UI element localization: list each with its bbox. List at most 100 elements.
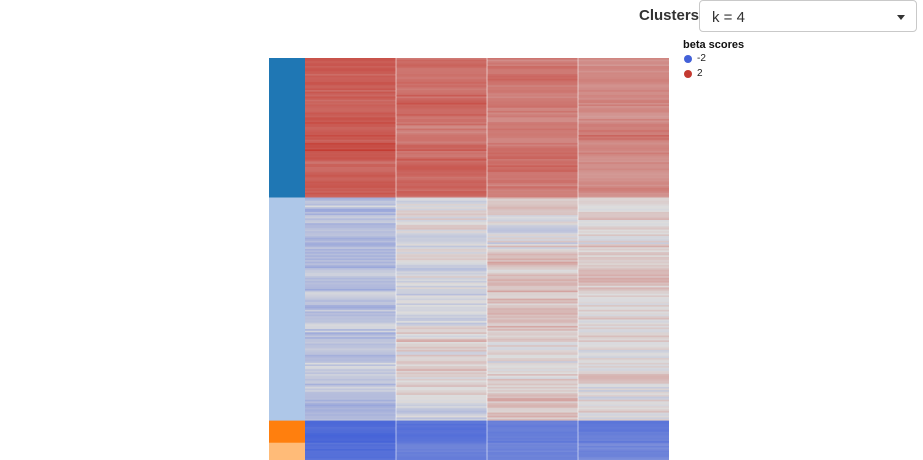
heatmap-cell xyxy=(487,399,578,402)
heatmap-cell xyxy=(487,199,578,202)
heatmap-cell xyxy=(487,385,578,388)
heatmap-cell xyxy=(396,191,487,194)
heatmap-cell xyxy=(305,375,396,378)
heatmap-cell xyxy=(305,393,396,396)
heatmap-cell xyxy=(396,359,487,362)
heatmap-cell xyxy=(578,268,669,271)
heatmap-cell xyxy=(305,303,396,306)
heatmap-cell xyxy=(305,329,396,332)
heatmap-cell xyxy=(578,186,669,189)
heatmap-cell xyxy=(305,90,396,93)
heatmap-cell xyxy=(487,453,578,456)
heatmap-cell xyxy=(305,85,396,88)
heatmap-cell xyxy=(487,232,578,235)
heatmap-cell xyxy=(396,210,487,213)
heatmap-cell xyxy=(578,282,669,285)
cluster-count-select[interactable]: k = 4 xyxy=(699,0,917,32)
heatmap-cell xyxy=(578,162,669,165)
heatmap-cell xyxy=(487,349,578,352)
heatmap-cell xyxy=(396,335,487,338)
heatmap-cell xyxy=(396,70,487,73)
heatmap-cell xyxy=(578,216,669,219)
heatmap-cell xyxy=(305,437,396,440)
heatmap-cluster-4-column-3 xyxy=(487,442,578,460)
heatmap-cell xyxy=(305,195,396,198)
heatmap-cell xyxy=(578,90,669,93)
heatmap-cell xyxy=(487,327,578,330)
heatmap-cell xyxy=(487,171,578,174)
heatmap-cell xyxy=(487,236,578,239)
heatmap-cell xyxy=(396,423,487,426)
heatmap-cell xyxy=(578,239,669,242)
heatmap-cell xyxy=(578,378,669,381)
heatmap-cell xyxy=(487,372,578,375)
heatmap-cell xyxy=(396,314,487,317)
heatmap-cell xyxy=(305,308,396,311)
heatmap-cell xyxy=(305,170,396,173)
heatmap-cell xyxy=(305,136,396,139)
heatmap-cell xyxy=(578,131,669,134)
heatmap-cell xyxy=(487,112,578,115)
heatmap-cell xyxy=(305,261,396,264)
heatmap-cell xyxy=(578,141,669,144)
heatmap-cell xyxy=(578,115,669,118)
heatmap-cell xyxy=(487,276,578,279)
heatmap-cell xyxy=(305,191,396,194)
heatmap-cell xyxy=(396,272,487,275)
heatmap-cell xyxy=(305,149,396,152)
heatmap-cell xyxy=(578,455,669,458)
heatmap-cell xyxy=(487,154,578,157)
heatmap-cell xyxy=(305,178,396,181)
heatmap-cell xyxy=(305,88,396,91)
heatmap-cell xyxy=(487,394,578,397)
heatmap-cell xyxy=(487,216,578,219)
heatmap-cell xyxy=(305,277,396,280)
heatmap-cell xyxy=(487,398,578,401)
heatmap-cell xyxy=(487,221,578,224)
heatmap-cell xyxy=(487,305,578,308)
heatmap-cell xyxy=(305,369,396,372)
heatmap-cell xyxy=(305,134,396,137)
heatmap-cell xyxy=(487,234,578,237)
heatmap-cell xyxy=(305,456,396,459)
heatmap-cell xyxy=(305,345,396,348)
heatmap-cell xyxy=(396,327,487,330)
heatmap-cell xyxy=(487,375,578,378)
heatmap-cell xyxy=(396,187,487,190)
heatmap-cell xyxy=(305,167,396,170)
heatmap-cell xyxy=(487,343,578,346)
heatmap-cell xyxy=(578,58,669,60)
heatmap-cell xyxy=(487,264,578,267)
heatmap-cell xyxy=(396,293,487,296)
heatmap-cell xyxy=(396,80,487,83)
chevron-down-icon xyxy=(897,15,905,20)
heatmap-cell xyxy=(487,186,578,189)
heatmap-cell xyxy=(487,94,578,97)
heatmap-cell xyxy=(396,195,487,198)
heatmap-cell xyxy=(487,184,578,187)
heatmap-cell xyxy=(578,232,669,235)
heatmap-cell xyxy=(396,367,487,370)
heatmap-cell xyxy=(487,404,578,407)
heatmap-cell xyxy=(305,72,396,75)
heatmap-cell xyxy=(305,59,396,62)
heatmap-cell xyxy=(487,263,578,266)
heatmap-cell xyxy=(578,264,669,267)
heatmap-cell xyxy=(396,324,487,327)
heatmap-cell xyxy=(487,279,578,282)
heatmap-cell xyxy=(305,399,396,402)
heatmap-cell xyxy=(305,338,396,341)
heatmap-cell xyxy=(305,197,396,200)
heatmap-cell xyxy=(487,114,578,117)
heatmap-cell xyxy=(487,444,578,447)
heatmap-cell xyxy=(487,211,578,214)
heatmap-cell xyxy=(305,96,396,99)
heatmap-cell xyxy=(487,191,578,194)
heatmap-cell xyxy=(487,131,578,134)
heatmap-cell xyxy=(578,205,669,208)
heatmap-cell xyxy=(578,173,669,176)
heatmap-cell xyxy=(487,72,578,75)
heatmap-cell xyxy=(305,219,396,222)
heatmap-cell xyxy=(396,183,487,186)
heatmap-cell xyxy=(578,88,669,91)
